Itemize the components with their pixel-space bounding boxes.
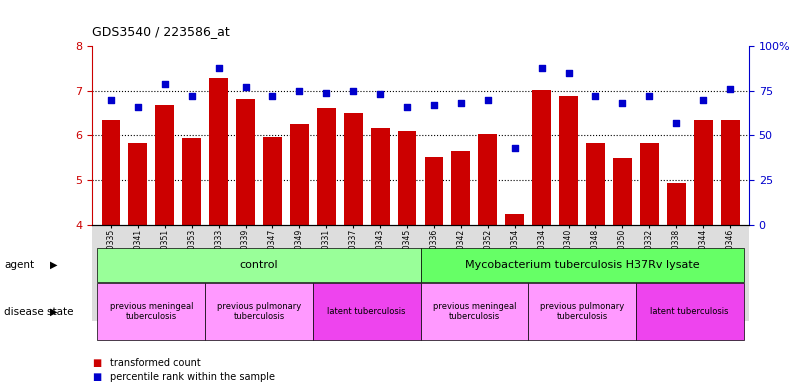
Point [159, 81, 171, 87]
Text: ■: ■ [92, 372, 102, 382]
Text: ▶: ▶ [50, 260, 57, 270]
Bar [236, 99, 255, 225]
Point [131, 104, 144, 110]
Bar [290, 124, 309, 225]
Bar [263, 137, 282, 225]
Text: GDS3540 / 223586_at: GDS3540 / 223586_at [92, 25, 230, 38]
Point [239, 84, 252, 90]
Point [105, 97, 118, 103]
Point [481, 97, 494, 103]
Bar [317, 108, 336, 225]
Point [589, 93, 602, 99]
Text: agent: agent [4, 260, 34, 270]
Bar [371, 128, 389, 225]
Text: previous pulmonary
tuberculosis: previous pulmonary tuberculosis [540, 302, 624, 321]
Point [616, 100, 629, 106]
Text: latent tuberculosis: latent tuberculosis [328, 307, 406, 316]
Bar [721, 120, 739, 225]
Point [320, 89, 332, 96]
Text: ▶: ▶ [50, 306, 57, 317]
Bar [209, 78, 228, 225]
Bar [559, 96, 578, 225]
Bar [505, 214, 524, 225]
Point [347, 88, 360, 94]
Text: latent tuberculosis: latent tuberculosis [650, 307, 729, 316]
Point [509, 145, 521, 151]
Bar [666, 183, 686, 225]
Text: previous pulmonary
tuberculosis: previous pulmonary tuberculosis [217, 302, 301, 321]
Bar [586, 143, 605, 225]
Bar [397, 131, 417, 225]
Text: transformed count: transformed count [110, 358, 200, 368]
Bar [613, 158, 632, 225]
Point [723, 86, 736, 92]
Point [670, 120, 682, 126]
Text: percentile rank within the sample: percentile rank within the sample [110, 372, 275, 382]
Text: Mycobacterium tuberculosis H37Rv lysate: Mycobacterium tuberculosis H37Rv lysate [465, 260, 699, 270]
Point [643, 93, 656, 99]
Bar [640, 143, 658, 225]
Point [185, 93, 198, 99]
Text: disease state: disease state [4, 306, 74, 317]
Point [428, 102, 441, 108]
Bar [128, 143, 147, 225]
Point [374, 91, 387, 98]
Bar [155, 105, 175, 225]
Point [212, 65, 225, 71]
Bar [102, 120, 120, 225]
Point [454, 100, 467, 106]
Point [293, 88, 306, 94]
Text: previous meningeal
tuberculosis: previous meningeal tuberculosis [110, 302, 193, 321]
Bar [344, 113, 363, 225]
Text: control: control [239, 260, 278, 270]
Bar [694, 120, 713, 225]
Bar [452, 151, 470, 225]
Point [535, 65, 548, 71]
Bar [425, 157, 444, 225]
Point [562, 70, 575, 76]
Point [266, 93, 279, 99]
Text: ■: ■ [92, 358, 102, 368]
Bar [532, 90, 551, 225]
Point [400, 104, 413, 110]
Point [697, 97, 710, 103]
Text: previous meningeal
tuberculosis: previous meningeal tuberculosis [433, 302, 516, 321]
Bar [183, 139, 201, 225]
Bar [478, 134, 497, 225]
